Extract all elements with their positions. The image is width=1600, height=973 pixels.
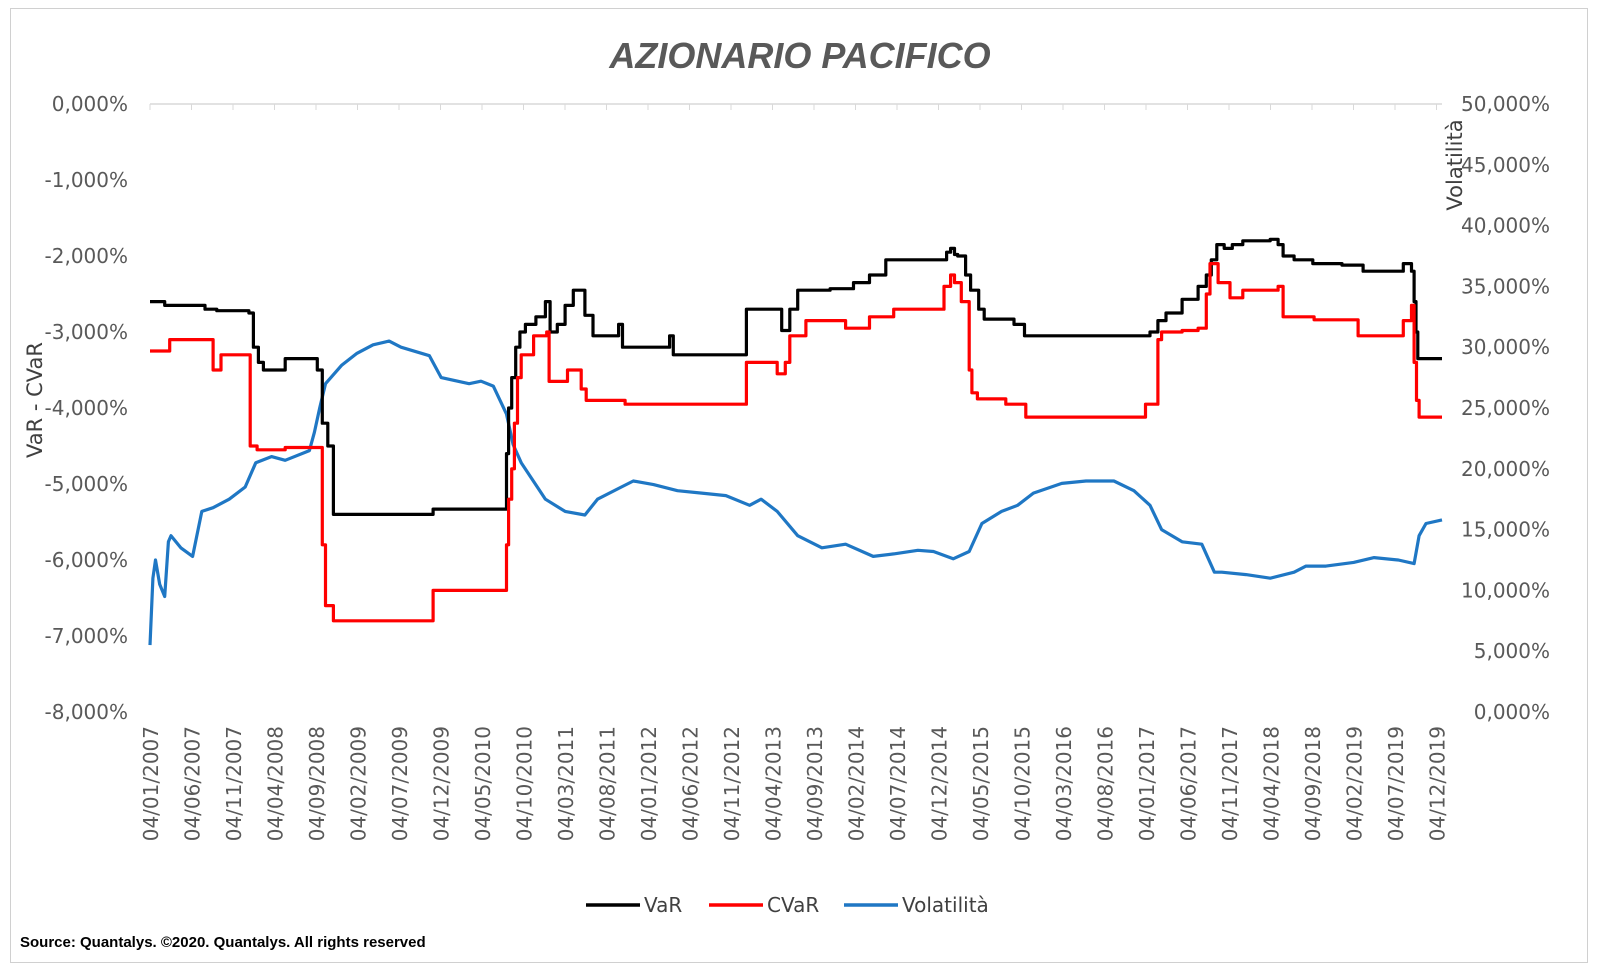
y-left-tick-label: -4,000%: [45, 396, 128, 420]
source-note: Source: Quantalys. ©2020. Quantalys. All…: [20, 934, 426, 951]
x-tick-label: 04/11/2012: [720, 726, 744, 841]
x-tick-label: 04/05/2015: [969, 726, 993, 841]
x-tick-label: 04/12/2009: [430, 726, 454, 841]
y-right-tick-label: 20,000%: [1461, 457, 1550, 481]
y-left-tick-label: 0,000%: [52, 92, 128, 116]
x-tick-label: 04/01/2017: [1135, 726, 1159, 841]
x-tick-label: 04/01/2012: [637, 726, 661, 841]
y-right-tick-label: 40,000%: [1461, 214, 1550, 238]
x-tick-label: 04/06/2012: [679, 726, 703, 841]
y-left-tick-label: -5,000%: [45, 472, 128, 496]
chart-title: AZIONARIO PACIFICO: [608, 35, 990, 76]
y-right-tick-label: 25,000%: [1461, 396, 1550, 420]
y-right-tick-label: 45,000%: [1461, 153, 1550, 177]
x-tick-label: 04/04/2013: [762, 726, 786, 841]
x-tick-label: 04/03/2011: [554, 726, 578, 841]
axes: 0,000% -1,000% -2,000% -3,000% -4,000% -5,000…: [45, 92, 1550, 841]
x-tick-label: 04/05/2010: [471, 726, 495, 841]
x-tick-label: 04/02/2009: [347, 726, 371, 841]
x-tick-label: 04/07/2009: [388, 726, 412, 841]
y-right-tick-label: 0,000%: [1474, 700, 1550, 724]
x-tick-label: 04/11/2017: [1218, 726, 1242, 841]
y-right-tick-label: 5,000%: [1474, 639, 1550, 663]
legend-label-var: VaR: [644, 893, 682, 917]
y-left-tick-label: -8,000%: [45, 700, 128, 724]
x-tick-label: 04/01/2007: [139, 726, 163, 841]
x-tick-label: 04/02/2019: [1343, 726, 1367, 841]
x-tick-label: 04/09/2018: [1301, 726, 1325, 841]
x-tick-label: 04/12/2014: [928, 726, 952, 841]
x-tick-label: 04/10/2010: [513, 726, 537, 841]
x-tick-label: 04/02/2014: [845, 726, 869, 841]
x-tick-label: 04/09/2013: [803, 726, 827, 841]
y-axis-left-label: VaR - CVaR: [23, 342, 47, 458]
y-left-tick-label: -2,000%: [45, 244, 128, 268]
x-tick-label: 04/12/2019: [1426, 726, 1450, 841]
x-tick-label: 04/08/2016: [1094, 726, 1118, 841]
y-left-tick-label: -6,000%: [45, 548, 128, 572]
y-right-tick-label: 10,000%: [1461, 578, 1550, 602]
y-right-tick-label: 35,000%: [1461, 274, 1550, 298]
x-tick-label: 04/04/2008: [264, 726, 288, 841]
series-lines: [148, 237, 1443, 646]
x-tick-label: 04/07/2014: [886, 726, 910, 841]
x-tick-label: 04/06/2007: [181, 726, 205, 841]
y-right-tick-label: 50,000%: [1461, 92, 1550, 116]
x-tick-label: 04/03/2016: [1052, 726, 1076, 841]
chart-frame: [10, 8, 1588, 963]
legend-label-cvar: CVaR: [767, 893, 819, 917]
y-right-tick-label: 30,000%: [1461, 335, 1550, 359]
x-tick-label: 04/06/2017: [1177, 726, 1201, 841]
series-line-volatilita: [148, 339, 1443, 646]
legend-label-volatilita: Volatilità: [902, 893, 989, 917]
x-tick-label: 04/09/2008: [305, 726, 329, 841]
x-tick-label: 04/11/2007: [222, 726, 246, 841]
y-left-tick-label: -7,000%: [45, 624, 128, 648]
x-tick-label: 04/04/2018: [1260, 726, 1284, 841]
series-line-cvar: [150, 262, 1442, 623]
y-axis-right-label: Volatilità: [1443, 119, 1467, 210]
y-right-tick-label: 15,000%: [1461, 518, 1550, 542]
y-left-tick-label: -1,000%: [45, 168, 128, 192]
legend: VaR CVaR Volatilità: [586, 893, 989, 917]
series-line-var: [150, 237, 1442, 516]
x-tick-label: 04/07/2019: [1384, 726, 1408, 841]
y-left-tick-label: -3,000%: [45, 320, 128, 344]
x-tick-label: 04/10/2015: [1011, 726, 1035, 841]
x-tick-label: 04/08/2011: [596, 726, 620, 841]
